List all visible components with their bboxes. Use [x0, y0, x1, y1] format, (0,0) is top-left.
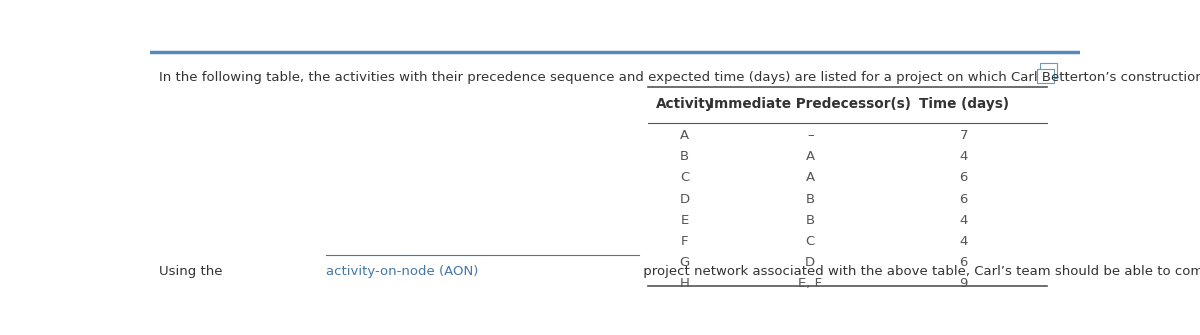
Text: project network associated with the above table, Carl’s team should be able to c: project network associated with the abov… [638, 265, 1200, 278]
Text: E, F: E, F [798, 277, 822, 290]
Text: C: C [680, 172, 689, 185]
Text: C: C [805, 235, 815, 248]
Text: D: D [679, 193, 690, 206]
FancyBboxPatch shape [1040, 63, 1057, 78]
Text: G: G [679, 256, 690, 269]
Text: 4: 4 [960, 235, 968, 248]
Text: Immediate Predecessor(s): Immediate Predecessor(s) [709, 97, 911, 111]
Text: B: B [805, 193, 815, 206]
Text: A: A [680, 129, 689, 142]
Text: 6: 6 [960, 256, 968, 269]
Text: 4: 4 [960, 214, 968, 227]
FancyBboxPatch shape [1037, 69, 1054, 83]
Text: 9: 9 [960, 277, 968, 290]
Text: 6: 6 [960, 172, 968, 185]
Text: activity-on-node (AON): activity-on-node (AON) [326, 265, 479, 278]
Text: B: B [680, 150, 689, 163]
Text: B: B [805, 214, 815, 227]
Text: In the following table, the activities with their precedence sequence and expect: In the following table, the activities w… [160, 71, 1200, 84]
Text: A: A [805, 150, 815, 163]
Text: Using the: Using the [160, 265, 227, 278]
Text: E: E [680, 214, 689, 227]
Text: –: – [806, 129, 814, 142]
Text: Time (days): Time (days) [919, 97, 1009, 111]
Text: 7: 7 [960, 129, 968, 142]
Text: D: D [805, 256, 815, 269]
Text: H: H [680, 277, 690, 290]
Text: 6: 6 [960, 193, 968, 206]
Text: Activity: Activity [655, 97, 714, 111]
Text: 4: 4 [960, 150, 968, 163]
Text: A: A [805, 172, 815, 185]
Text: F: F [682, 235, 689, 248]
